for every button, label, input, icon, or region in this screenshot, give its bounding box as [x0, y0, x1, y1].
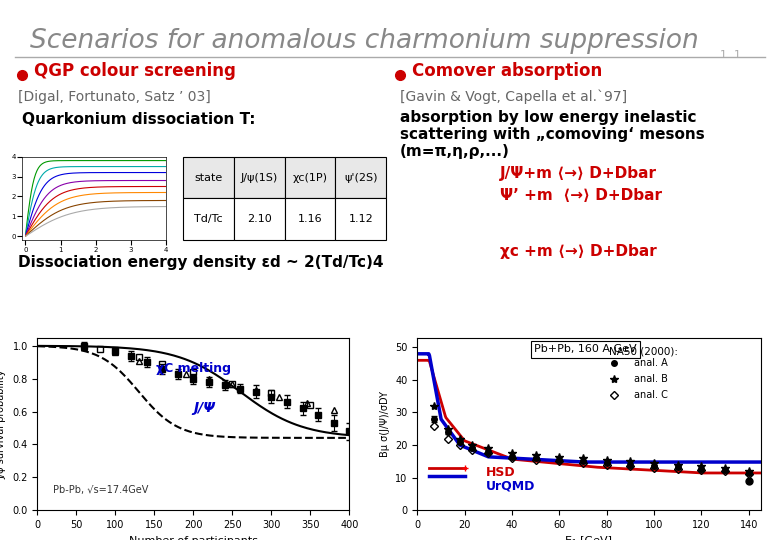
Text: scattering with „comoving‘ mesons: scattering with „comoving‘ mesons	[400, 127, 705, 142]
Text: 1  1: 1 1	[720, 50, 741, 60]
Text: Comover absorption: Comover absorption	[412, 62, 602, 80]
Text: Scenarios for anomalous charmonium suppression: Scenarios for anomalous charmonium suppr…	[30, 28, 699, 54]
Text: QGP colour screening: QGP colour screening	[34, 62, 236, 80]
Text: χC melting: χC melting	[156, 362, 231, 375]
Text: χc +m ⟨→⟩ D+Dbar: χc +m ⟨→⟩ D+Dbar	[500, 244, 657, 259]
X-axis label: E₁ [GeV]: E₁ [GeV]	[566, 536, 612, 540]
Text: Pb-Pb, √s=17.4GeV: Pb-Pb, √s=17.4GeV	[53, 485, 148, 495]
Text: [Gavin & Vogt, Capella et al.`97]: [Gavin & Vogt, Capella et al.`97]	[400, 90, 627, 105]
Text: absorption by low energy inelastic: absorption by low energy inelastic	[400, 110, 697, 125]
Text: anal. A: anal. A	[633, 359, 667, 368]
X-axis label: Number of participants: Number of participants	[129, 536, 258, 540]
Text: anal. C: anal. C	[633, 389, 668, 400]
Y-axis label: Bμ σ(J/Ψ)/σDY: Bμ σ(J/Ψ)/σDY	[380, 391, 390, 457]
Y-axis label: J/ψ survival probability: J/ψ survival probability	[0, 369, 7, 478]
Text: (m=π,η,ρ,...): (m=π,η,ρ,...)	[400, 144, 510, 159]
Text: Dissociation energy density εd ~ 2(Td/Tc)4: Dissociation energy density εd ~ 2(Td/Tc…	[18, 255, 384, 270]
Text: Quarkonium dissociation T:: Quarkonium dissociation T:	[22, 112, 256, 127]
Text: [Digal, Fortunato, Satz ’ 03]: [Digal, Fortunato, Satz ’ 03]	[18, 90, 211, 104]
Text: HSD: HSD	[486, 465, 516, 479]
Text: J/Ψ+m ⟨→⟩ D+Dbar: J/Ψ+m ⟨→⟩ D+Dbar	[500, 166, 657, 181]
Text: J/Ψ: J/Ψ	[193, 401, 215, 415]
Text: Pb+Pb, 160 A GeV: Pb+Pb, 160 A GeV	[534, 345, 636, 354]
Text: Ψ’ +m  ⟨→⟩ D+Dbar: Ψ’ +m ⟨→⟩ D+Dbar	[500, 188, 662, 203]
Text: UrQMD: UrQMD	[486, 480, 535, 492]
Text: NA50 (2000):: NA50 (2000):	[609, 346, 679, 356]
Text: anal. B: anal. B	[633, 374, 668, 384]
